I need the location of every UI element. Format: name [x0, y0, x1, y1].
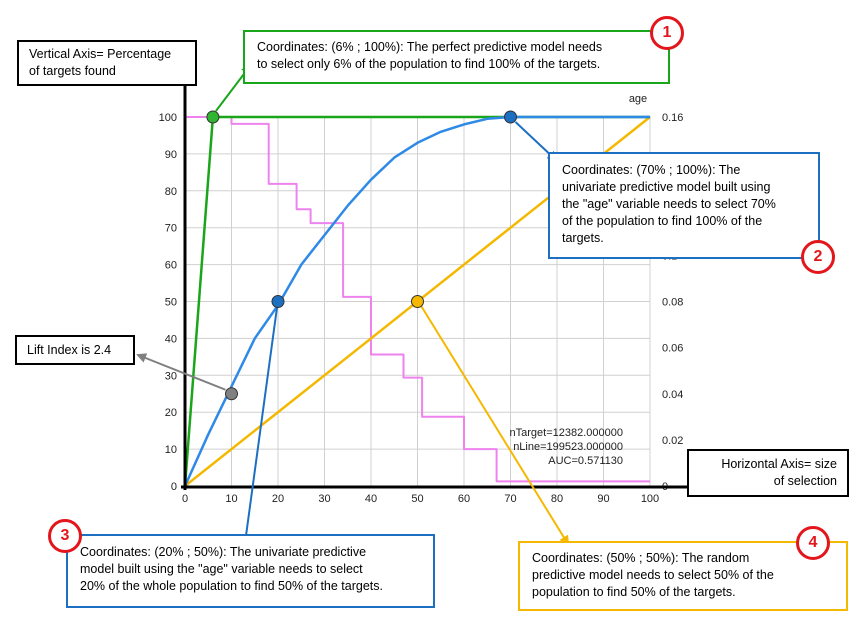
callout-1-line1: Coordinates: (6% ; 100%): The perfect pr…	[257, 40, 603, 54]
vertical-axis-callout-line2: of targets found	[29, 64, 116, 78]
y2-tick-label: 0.04	[662, 389, 683, 401]
x-tick-label: 0	[182, 493, 188, 505]
callout-1-line2: to select only 6% of the population to f…	[257, 57, 601, 71]
y-tick-label: 10	[165, 444, 177, 456]
vertical-axis-callout: Vertical Axis= Percentage of targets fou…	[17, 40, 197, 86]
horizontal-axis-callout-line1: Horizontal Axis= size	[721, 457, 837, 471]
highlight-point	[206, 110, 220, 124]
callout-3-line3: 20% of the whole population to find 50% …	[80, 579, 383, 593]
badge-4: 4	[796, 526, 830, 560]
highlight-points	[206, 110, 517, 401]
callout-4-arrow	[420, 305, 570, 546]
stat-label: AUC=0.571130	[548, 455, 623, 467]
y2-tick-label: 0.08	[662, 297, 683, 309]
y-tick-label: 70	[165, 223, 177, 235]
callout-2-line1: Coordinates: (70% ; 100%): The	[562, 163, 741, 177]
y-tick-label: 60	[165, 260, 177, 272]
y2-tick-label: 0.02	[662, 435, 683, 447]
highlight-point	[225, 387, 238, 401]
horizontal-axis-callout: Horizontal Axis= size of selection	[687, 449, 849, 497]
highlight-point	[411, 295, 424, 308]
series-line-density	[185, 116, 650, 483]
callout-4-line2: predictive model needs to select 50% of …	[532, 568, 774, 582]
callout-4-line1: Coordinates: (50% ; 50%): The random	[532, 551, 750, 565]
y-tick-label: 30	[165, 370, 177, 382]
lift-index-arrow	[136, 353, 226, 391]
x-tick-label: 20	[272, 493, 284, 505]
highlight-point	[504, 110, 517, 124]
callout-2-line2: univariate predictive model built using	[562, 180, 771, 194]
horizontal-axis-callout-line2: of selection	[773, 474, 837, 488]
y-tick-label: 20	[165, 407, 177, 419]
callout-2-line4: of the population to find 100% of the	[562, 214, 763, 228]
y-tick-label: 80	[165, 186, 177, 198]
callout-3-arrow	[241, 307, 278, 545]
y-tick-labels: 0 10 20 30 40 50 60 70 80 90 100	[159, 112, 177, 493]
callout-2-line3: the "age" variable needs to select 70%	[562, 197, 776, 211]
callout-3-line1: Coordinates: (20% ; 50%): The univariate…	[80, 545, 367, 559]
badge-3: 3	[48, 519, 82, 553]
y-tick-label: 90	[165, 149, 177, 161]
y-tick-label: 50	[165, 297, 177, 309]
lift-index-callout: Lift Index is 2.4	[15, 335, 135, 365]
highlight-point	[271, 295, 285, 308]
x-tick-label: 50	[411, 493, 423, 505]
x-tick-label: 100	[641, 493, 659, 505]
badge-2: 2	[801, 240, 835, 274]
x-tick-label: 70	[504, 493, 516, 505]
stats-text: nTarget=12382.000000 nLine=199523.000000 A…	[510, 427, 623, 467]
callout-1: Coordinates: (6% ; 100%): The perfect pr…	[243, 30, 670, 84]
y-tick-label: 40	[165, 333, 177, 345]
x-tick-label: 60	[458, 493, 470, 505]
callout-3-line2: model built using the "age" variable nee…	[80, 562, 363, 576]
x-tick-label: 40	[365, 493, 377, 505]
x-tick-label: 30	[318, 493, 330, 505]
y-tick-label: 100	[159, 112, 177, 124]
callout-2: Coordinates: (70% ; 100%): The univariat…	[548, 152, 820, 259]
x-tick-label: 80	[551, 493, 563, 505]
lift-index-label: Lift Index is 2.4	[27, 343, 112, 357]
series-line-age	[183, 115, 650, 487]
badge-1: 1	[650, 16, 684, 50]
y2-tick-label: 0.16	[662, 112, 683, 124]
x-tick-label: 10	[225, 493, 237, 505]
callout-4: Coordinates: (50% ; 50%): The random pre…	[518, 541, 848, 611]
callout-4-line3: population to find 50% of the targets.	[532, 585, 736, 599]
x-tick-labels: 0 10 20 30 40 50 60 70 80 90 100	[182, 493, 659, 505]
y2-tick-label: 0.06	[662, 343, 683, 355]
y-tick-label: 0	[171, 481, 177, 493]
stat-label: nLine=199523.000000	[513, 441, 623, 453]
y2-axis-label: age	[629, 93, 647, 105]
callout-3: Coordinates: (20% ; 50%): The univariate…	[66, 534, 435, 608]
x-tick-label: 90	[597, 493, 609, 505]
callout-2-line5: targets.	[562, 231, 604, 245]
stat-label: nTarget=12382.000000	[510, 427, 623, 439]
vertical-axis-callout-line1: Vertical Axis= Percentage	[29, 47, 172, 61]
